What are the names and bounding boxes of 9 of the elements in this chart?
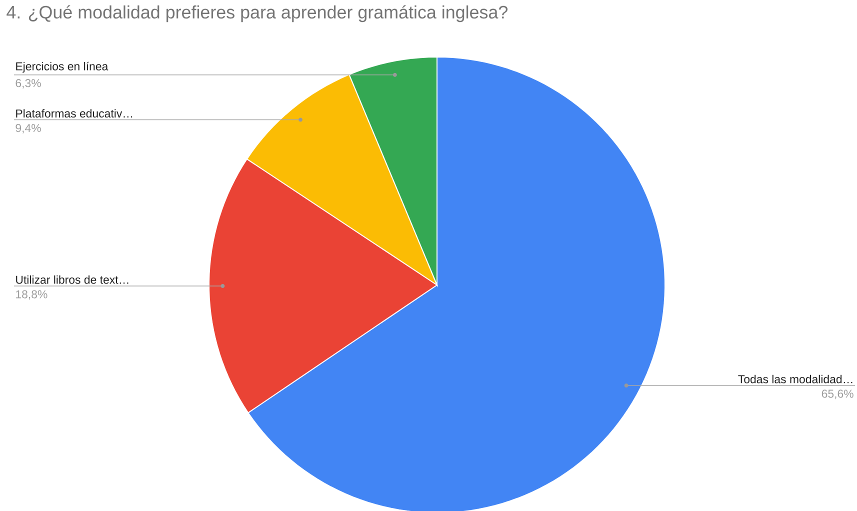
slice-label: Todas las modalidad… [738,374,852,384]
data-label: 65,6% [822,390,854,400]
slice-label: Plataformas educativ… [16,109,132,118]
slice-label: Utilizar libros de text… [16,275,128,284]
chart-title: 4. ¿Qué modalidad prefieres para aprender gramática inglesa? [6,5,508,22]
data-label: 18,8% [16,290,48,300]
slice-label: Ejercicios en línea [16,62,108,73]
data-label: 9,4% [16,124,41,134]
data-label: 6,3% [16,79,41,89]
